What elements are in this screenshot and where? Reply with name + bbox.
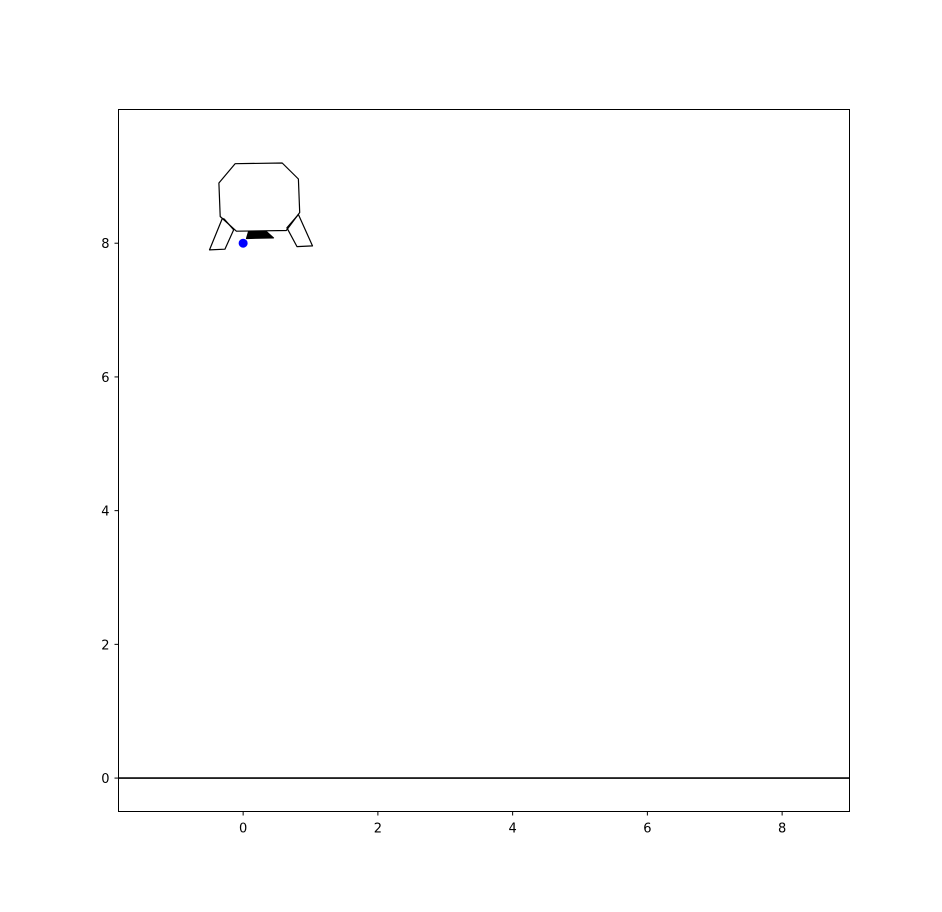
x-tick-label: 2: [374, 822, 382, 837]
x-tick-label: 0: [239, 822, 247, 837]
data-point: [238, 238, 248, 248]
y-axis: 0 2 4 6 8: [101, 237, 119, 787]
x-tick-label: 4: [508, 822, 516, 837]
y-tick-label: 4: [101, 505, 109, 520]
y-tick-label: 8: [101, 237, 109, 252]
plot-area: [118, 162, 850, 779]
y-tick-label: 0: [101, 772, 109, 787]
y-tick-label: 2: [101, 638, 109, 653]
x-tick-label: 8: [778, 822, 786, 837]
lander-left-leg: [208, 217, 235, 251]
x-axis: 0 2 4 6 8: [239, 811, 786, 837]
lander-body: [218, 162, 301, 232]
lander-nozzle: [245, 230, 275, 240]
y-tick-label: 6: [101, 371, 109, 386]
x-tick-label: 6: [643, 822, 651, 837]
lander-right-leg: [286, 213, 314, 248]
plot-frame: [118, 109, 850, 812]
